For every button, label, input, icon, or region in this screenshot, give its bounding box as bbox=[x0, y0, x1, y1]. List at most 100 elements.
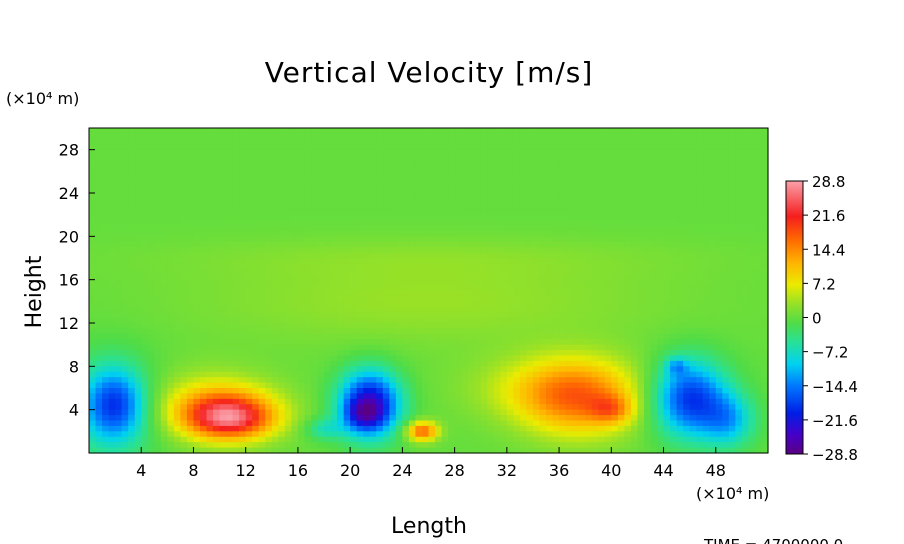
heatmap-cell bbox=[461, 263, 469, 270]
heatmap-cell bbox=[219, 252, 227, 259]
heatmap-cell bbox=[748, 138, 756, 145]
heatmap-cell bbox=[147, 230, 155, 237]
heatmap-cell bbox=[702, 209, 710, 216]
heatmap-cell bbox=[578, 301, 586, 308]
heatmap-cell bbox=[754, 301, 763, 308]
heatmap-cell bbox=[761, 209, 769, 216]
heatmap-cell bbox=[415, 355, 423, 362]
heatmap-cell bbox=[709, 149, 717, 156]
heatmap-cell bbox=[180, 241, 188, 248]
heatmap-cell bbox=[226, 247, 234, 254]
heatmap-cell bbox=[441, 171, 449, 178]
heatmap-cell bbox=[324, 138, 332, 145]
heatmap-cell bbox=[258, 247, 266, 254]
heatmap-cell bbox=[147, 144, 155, 151]
heatmap-cell bbox=[657, 171, 665, 178]
heatmap-cell bbox=[643, 247, 652, 254]
heatmap-cell bbox=[115, 290, 123, 297]
heatmap-cell bbox=[193, 301, 201, 308]
heatmap-cell bbox=[598, 317, 606, 324]
heatmap-cell bbox=[232, 366, 240, 373]
heatmap-cell bbox=[728, 203, 736, 210]
heatmap-cell bbox=[291, 344, 299, 351]
heatmap-cell bbox=[213, 187, 221, 194]
heatmap-cell bbox=[252, 187, 260, 194]
heatmap-cell bbox=[722, 274, 730, 281]
heatmap-cell bbox=[493, 306, 501, 313]
heatmap-cell bbox=[421, 236, 430, 243]
heatmap-cell bbox=[343, 165, 351, 172]
heatmap-cell bbox=[696, 306, 704, 313]
heatmap-cell bbox=[539, 258, 547, 265]
heatmap-cell bbox=[343, 155, 351, 162]
heatmap-cell bbox=[245, 306, 253, 313]
heatmap-cell bbox=[121, 241, 129, 248]
heatmap-cell bbox=[702, 144, 710, 151]
heatmap-cell bbox=[408, 344, 417, 351]
heatmap-cell bbox=[226, 236, 234, 243]
heatmap-cell bbox=[173, 193, 182, 200]
heatmap-cell bbox=[500, 138, 508, 145]
heatmap-cell bbox=[428, 247, 436, 254]
heatmap-cell bbox=[657, 193, 665, 200]
heatmap-cell bbox=[226, 268, 234, 275]
heatmap-cell bbox=[89, 241, 97, 248]
heatmap-cell bbox=[356, 214, 364, 221]
heatmap-cell bbox=[630, 382, 639, 389]
heatmap-cell bbox=[363, 155, 371, 162]
heatmap-cell bbox=[702, 339, 710, 346]
heatmap-cell bbox=[199, 382, 208, 389]
heatmap-cell bbox=[663, 290, 671, 297]
heatmap-cell bbox=[134, 241, 142, 248]
heatmap-cell bbox=[350, 214, 358, 221]
heatmap-cell bbox=[297, 377, 306, 384]
heatmap-cell bbox=[604, 323, 612, 330]
heatmap-cell bbox=[559, 279, 567, 286]
heatmap-cell bbox=[702, 301, 710, 308]
heatmap-cell bbox=[461, 225, 469, 232]
heatmap-cell bbox=[330, 301, 338, 308]
heatmap-cell bbox=[252, 263, 260, 270]
heatmap-cell bbox=[89, 182, 97, 189]
heatmap-cell bbox=[552, 144, 560, 151]
heatmap-cell bbox=[186, 285, 195, 292]
heatmap-cell bbox=[572, 171, 580, 178]
heatmap-cell bbox=[141, 203, 149, 210]
heatmap-cell bbox=[278, 230, 286, 237]
heatmap-cell bbox=[624, 155, 632, 162]
heatmap-cell bbox=[265, 241, 273, 248]
heatmap-cell bbox=[748, 344, 756, 351]
heatmap-cell bbox=[454, 285, 462, 292]
heatmap-cell bbox=[735, 176, 743, 183]
heatmap-cell bbox=[696, 149, 704, 156]
heatmap-cell bbox=[715, 350, 723, 357]
heatmap-cell bbox=[519, 366, 528, 373]
heatmap-cell bbox=[291, 366, 299, 373]
heatmap-cell bbox=[239, 144, 247, 151]
heatmap-cell bbox=[245, 371, 253, 378]
heatmap-cell bbox=[369, 138, 377, 145]
heatmap-cell bbox=[572, 128, 580, 135]
heatmap-cell bbox=[284, 182, 292, 189]
heatmap-cell bbox=[115, 382, 123, 389]
heatmap-cell bbox=[108, 263, 116, 270]
heatmap-cell bbox=[637, 377, 645, 384]
heatmap-cell bbox=[376, 247, 384, 254]
heatmap-cell bbox=[317, 290, 325, 297]
heatmap-cell bbox=[232, 350, 240, 357]
heatmap-cell bbox=[663, 128, 671, 135]
heatmap-cell bbox=[376, 252, 384, 259]
heatmap-cell bbox=[193, 171, 201, 178]
heatmap-cell bbox=[337, 366, 345, 373]
heatmap-cell bbox=[284, 279, 292, 286]
heatmap-cell bbox=[663, 155, 671, 162]
heatmap-cell bbox=[513, 187, 521, 194]
heatmap-cell bbox=[226, 366, 234, 373]
heatmap-cell bbox=[585, 344, 593, 351]
heatmap-cell bbox=[637, 306, 645, 313]
heatmap-cell bbox=[741, 377, 750, 384]
heatmap-cell bbox=[728, 241, 736, 248]
heatmap-cell bbox=[147, 350, 155, 357]
heatmap-cell bbox=[199, 198, 208, 205]
heatmap-cell bbox=[213, 252, 221, 259]
